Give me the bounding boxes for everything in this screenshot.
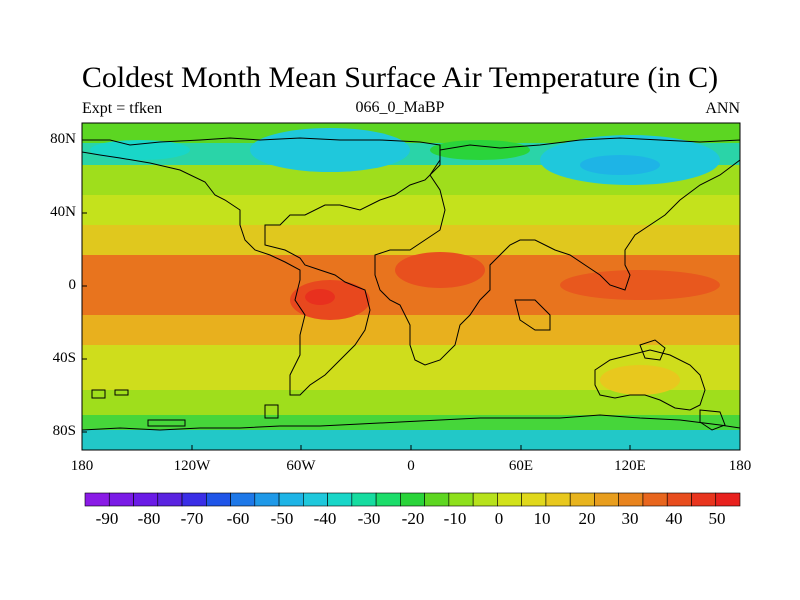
map-title: Coldest Month Mean Surface Air Temperatu… xyxy=(81,61,719,94)
x-tick-label: 0 xyxy=(407,458,415,474)
colorbar-swatch xyxy=(230,492,256,507)
colorbar-label: 50 xyxy=(708,509,726,528)
colorbar-label: -60 xyxy=(226,509,250,528)
axis-ticks xyxy=(81,139,741,450)
colorbar-swatch xyxy=(424,492,450,507)
colorbar-label: -30 xyxy=(357,509,381,528)
y-tick-label: 0 xyxy=(68,277,77,293)
colorbar-label: -90 xyxy=(95,509,119,528)
colorbar-swatch xyxy=(618,492,644,507)
colorbar-label: -40 xyxy=(313,509,337,528)
colorbar-label: -70 xyxy=(180,509,204,528)
colorbar-swatch xyxy=(642,492,668,507)
colorbar-swatch xyxy=(254,492,280,507)
colorbar-swatch xyxy=(206,492,231,507)
colorbar-swatch xyxy=(303,492,328,507)
x-tick-label: 180 xyxy=(70,458,94,474)
colorbar-swatch xyxy=(594,492,620,507)
colorbar-swatch xyxy=(569,492,595,507)
colorbar-label: 10 xyxy=(533,509,551,528)
colorbar-swatch xyxy=(472,492,498,507)
colorbar-label: -20 xyxy=(401,509,425,528)
colorbar-label: -10 xyxy=(443,509,467,528)
x-tick-label: 60W xyxy=(286,458,316,474)
colorbar-swatch xyxy=(691,492,717,507)
colorbar-swatch xyxy=(351,492,377,507)
x-tick-label: 180 xyxy=(728,458,752,474)
colorbar-label: 40 xyxy=(665,509,683,528)
colorbar-label: 20 xyxy=(578,509,596,528)
colorbar-swatch xyxy=(666,492,692,507)
y-tick-label: 40S xyxy=(52,350,76,366)
colorbar-swatch xyxy=(278,492,304,507)
colorbar-label: 30 xyxy=(621,509,639,528)
time-label: 066_0_MaBP xyxy=(355,99,445,116)
colorbar-label: -50 xyxy=(270,509,294,528)
colorbar-swatch xyxy=(133,492,159,507)
x-tick-label: 60E xyxy=(508,458,534,474)
colorbar-label: -80 xyxy=(137,509,161,528)
experiment-label: Expt = tfken xyxy=(82,100,163,117)
season-label: ANN xyxy=(705,100,740,117)
temperature-field xyxy=(82,123,740,450)
colorbar-swatch xyxy=(157,492,183,507)
colorbar-swatch xyxy=(108,492,134,507)
x-tick-label: 120E xyxy=(614,458,646,474)
colorbar-swatch xyxy=(84,492,110,507)
y-tick-label: 80S xyxy=(52,423,76,439)
colorbar-swatch xyxy=(400,492,425,507)
colorbar xyxy=(84,492,741,507)
y-tick-label: 80N xyxy=(50,131,76,147)
x-tick-label: 120W xyxy=(173,458,211,474)
colorbar-swatch xyxy=(181,492,207,507)
colorbar-swatch xyxy=(715,492,741,507)
y-tick-label: 40N xyxy=(50,204,76,220)
colorbar-swatch xyxy=(545,492,571,507)
colorbar-swatch xyxy=(327,492,353,507)
colorbar-swatch xyxy=(448,492,474,507)
coastlines xyxy=(82,137,740,431)
colorbar-swatch xyxy=(521,492,547,507)
colorbar-swatch xyxy=(375,492,401,507)
colorbar-label: 0 xyxy=(494,509,504,528)
colorbar-swatch xyxy=(497,492,522,507)
